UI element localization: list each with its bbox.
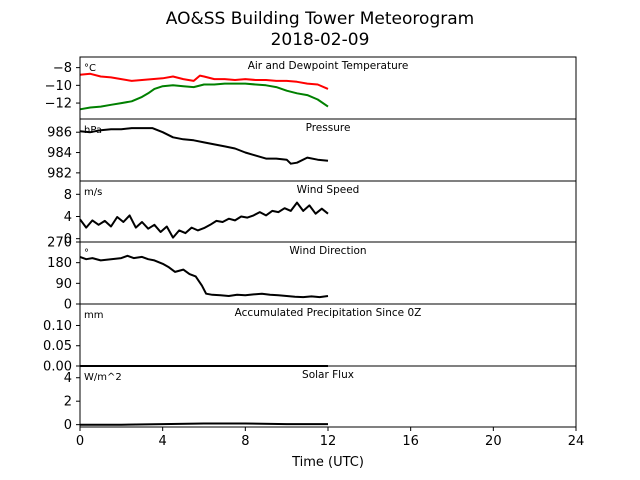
- x-tick-label: 16: [402, 434, 419, 449]
- figure-title-line2: 2018-02-09: [271, 30, 370, 50]
- y-tick-label: −12: [45, 97, 72, 112]
- y-tick-label: 4: [64, 210, 72, 225]
- y-tick-label: 0: [64, 232, 72, 247]
- panel-unit: °C: [84, 63, 96, 74]
- y-tick-label: 986: [47, 126, 72, 141]
- y-tick-label: 984: [47, 146, 72, 161]
- x-tick-label: 12: [320, 434, 337, 449]
- panel-title: Air and Dewpoint Temperature: [248, 60, 409, 72]
- y-tick-label: 180: [47, 256, 72, 271]
- panel-title: Wind Direction: [289, 245, 366, 257]
- y-tick-label: 270: [47, 236, 72, 251]
- panel-title: Accumulated Precipitation Since 0Z: [235, 307, 422, 319]
- panel-2: 986 984 982 hPa Pressure: [47, 118, 577, 182]
- series-line-6-1: [80, 422, 328, 426]
- y-tick-label: 0: [64, 298, 72, 313]
- x-axis: 0 4 8 12 16 20 24: [76, 427, 584, 449]
- panel-1: −8 −10 −12 °C Air and Dewpoint Temperature: [45, 56, 577, 120]
- y-tick-label: 982: [47, 166, 72, 181]
- y-tick-label: −8: [53, 61, 72, 76]
- panels: −8 −10 −12 °C Air and Dewpoint Temperature 98…: [43, 56, 577, 433]
- y-tick-label: 0.05: [43, 339, 72, 354]
- figure-title-line1: AO&SS Building Tower Meteorogram: [166, 9, 474, 29]
- series-line-4-1: [79, 254, 329, 299]
- x-tick-label: 24: [568, 434, 585, 449]
- y-tick-label: 0.00: [43, 360, 72, 375]
- y-tick-label: 2: [64, 395, 72, 410]
- panel-unit: °: [84, 248, 89, 259]
- x-tick-label: 20: [485, 434, 502, 449]
- series-line-3-1: [79, 201, 329, 239]
- panel-title: Pressure: [306, 122, 351, 134]
- series-line-1-1: [79, 72, 329, 90]
- panel-3: 8 4 0 m/s Wind Speed: [64, 180, 577, 247]
- panel-6: 4 2 0 W/m^2 Solar Flux: [64, 365, 577, 433]
- panel-title: Wind Speed: [297, 184, 360, 196]
- panel-title: Solar Flux: [302, 369, 354, 381]
- y-tick-label: 4: [64, 371, 72, 386]
- panel-5: 0.10 0.05 0.00 mm Accumulated Precipitation …: [43, 303, 577, 375]
- panel-unit: mm: [84, 310, 103, 321]
- panel-4: 270 180 90 0 ° Wind Direction: [47, 236, 577, 313]
- series-line-2-1: [79, 127, 329, 165]
- x-axis-label: Time (UTC): [291, 455, 364, 470]
- y-tick-label: −10: [45, 79, 72, 94]
- series-line-1-2: [79, 82, 329, 111]
- y-tick-label: 8: [64, 188, 72, 203]
- x-tick-label: 8: [241, 434, 249, 449]
- y-tick-label: 0.10: [43, 319, 72, 334]
- panel-unit: hPa: [84, 125, 102, 136]
- x-tick-label: 4: [159, 434, 167, 449]
- x-tick-label: 0: [76, 434, 84, 449]
- y-tick-label: 90: [55, 277, 72, 292]
- panel-unit: W/m^2: [84, 372, 122, 383]
- y-tick-label: 0: [64, 418, 72, 433]
- panel-unit: m/s: [84, 187, 102, 198]
